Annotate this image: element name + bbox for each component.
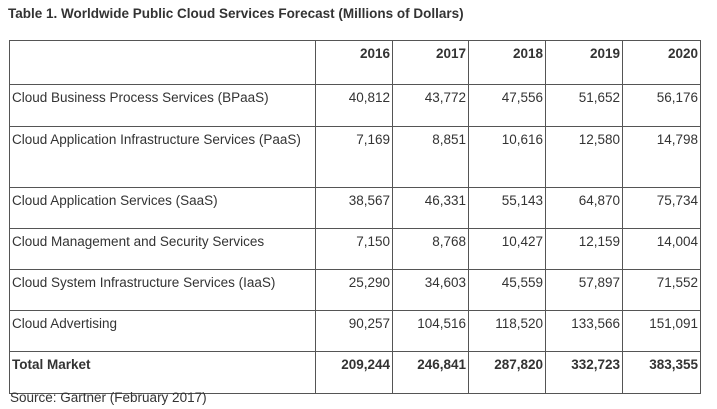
value-cell: 55,143 <box>468 187 546 229</box>
total-value-cell: 209,244 <box>315 351 393 394</box>
year-header: 2019 <box>545 40 623 85</box>
value-cell: 7,169 <box>315 126 393 188</box>
value-cell: 8,768 <box>392 228 469 270</box>
header-row: 2016 2017 2018 2019 2020 <box>9 40 701 85</box>
value-cell: 46,331 <box>392 187 469 229</box>
table-row: Cloud Application Services (SaaS) 38,567… <box>9 187 701 229</box>
value-cell: 14,004 <box>622 228 701 270</box>
value-cell: 118,520 <box>468 310 546 352</box>
row-label: Cloud System Infrastructure Services (Ia… <box>9 269 316 311</box>
value-cell: 57,897 <box>545 269 623 311</box>
value-cell: 12,159 <box>545 228 623 270</box>
value-cell: 38,567 <box>315 187 393 229</box>
value-cell: 8,851 <box>392 126 469 188</box>
value-cell: 64,870 <box>545 187 623 229</box>
value-cell: 151,091 <box>622 310 701 352</box>
header-corner-cell <box>9 40 316 85</box>
row-label: Cloud Application Services (SaaS) <box>9 187 316 229</box>
value-cell: 34,603 <box>392 269 469 311</box>
value-cell: 25,290 <box>315 269 393 311</box>
value-cell: 45,559 <box>468 269 546 311</box>
value-cell: 43,772 <box>392 84 469 127</box>
forecast-table: 2016 2017 2018 2019 2020 Cloud Business … <box>9 40 701 394</box>
table-row: Cloud Advertising 90,257 104,516 118,520… <box>9 310 701 352</box>
total-row: Total Market 209,244 246,841 287,820 332… <box>9 351 701 394</box>
year-header: 2020 <box>622 40 701 85</box>
value-cell: 133,566 <box>545 310 623 352</box>
value-cell: 104,516 <box>392 310 469 352</box>
row-label: Cloud Management and Security Services <box>9 228 316 270</box>
table-row: Cloud System Infrastructure Services (Ia… <box>9 269 701 311</box>
value-cell: 12,580 <box>545 126 623 188</box>
year-header: 2016 <box>315 40 393 85</box>
value-cell: 56,176 <box>622 84 701 127</box>
value-cell: 51,652 <box>545 84 623 127</box>
total-label: Total Market <box>9 351 316 394</box>
table-row: Cloud Application Infrastructure Service… <box>9 126 701 188</box>
value-cell: 71,552 <box>622 269 701 311</box>
row-label: Cloud Application Infrastructure Service… <box>9 126 316 188</box>
row-label: Cloud Business Process Services (BPaaS) <box>9 84 316 127</box>
value-cell: 40,812 <box>315 84 393 127</box>
value-cell: 10,427 <box>468 228 546 270</box>
table-row: Cloud Business Process Services (BPaaS) … <box>9 84 701 127</box>
value-cell: 75,734 <box>622 187 701 229</box>
year-header: 2017 <box>392 40 469 85</box>
value-cell: 14,798 <box>622 126 701 188</box>
value-cell: 47,556 <box>468 84 546 127</box>
total-value-cell: 383,355 <box>622 351 701 394</box>
year-header: 2018 <box>468 40 546 85</box>
table-title: Table 1. Worldwide Public Cloud Services… <box>8 6 464 21</box>
total-value-cell: 332,723 <box>545 351 623 394</box>
value-cell: 10,616 <box>468 126 546 188</box>
total-value-cell: 287,820 <box>468 351 546 394</box>
total-value-cell: 246,841 <box>392 351 469 394</box>
table-row: Cloud Management and Security Services 7… <box>9 228 701 270</box>
row-label: Cloud Advertising <box>9 310 316 352</box>
source-note: Source: Gartner (February 2017) <box>10 390 207 405</box>
value-cell: 90,257 <box>315 310 393 352</box>
value-cell: 7,150 <box>315 228 393 270</box>
